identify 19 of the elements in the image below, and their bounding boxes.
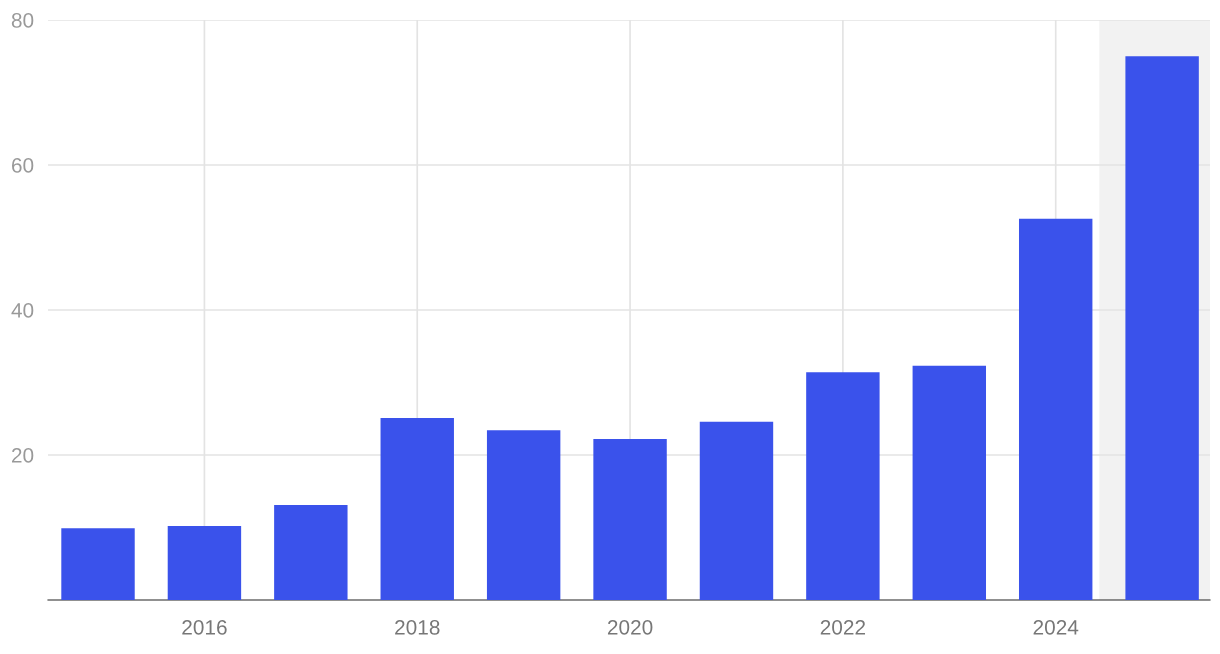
bar (486, 430, 561, 600)
bar (167, 526, 242, 600)
x-tick-label: 2016 (182, 619, 227, 635)
y-tick-label: 80 (11, 13, 34, 28)
bar (380, 418, 454, 600)
x-tick-label: 2022 (820, 619, 866, 635)
bar (61, 528, 135, 600)
x-tick-label: 2020 (607, 619, 653, 635)
y-tick-label: 40 (11, 303, 34, 318)
bar (806, 372, 880, 600)
bar (912, 365, 987, 600)
bar (699, 421, 774, 600)
bar (593, 439, 667, 600)
bar (1018, 218, 1093, 600)
y-tick-label: 20 (11, 448, 34, 463)
y-tick-label: 60 (12, 158, 34, 173)
bar (274, 505, 348, 600)
x-tick-label: 2018 (395, 619, 440, 635)
x-tick-label: 2024 (1033, 619, 1079, 635)
